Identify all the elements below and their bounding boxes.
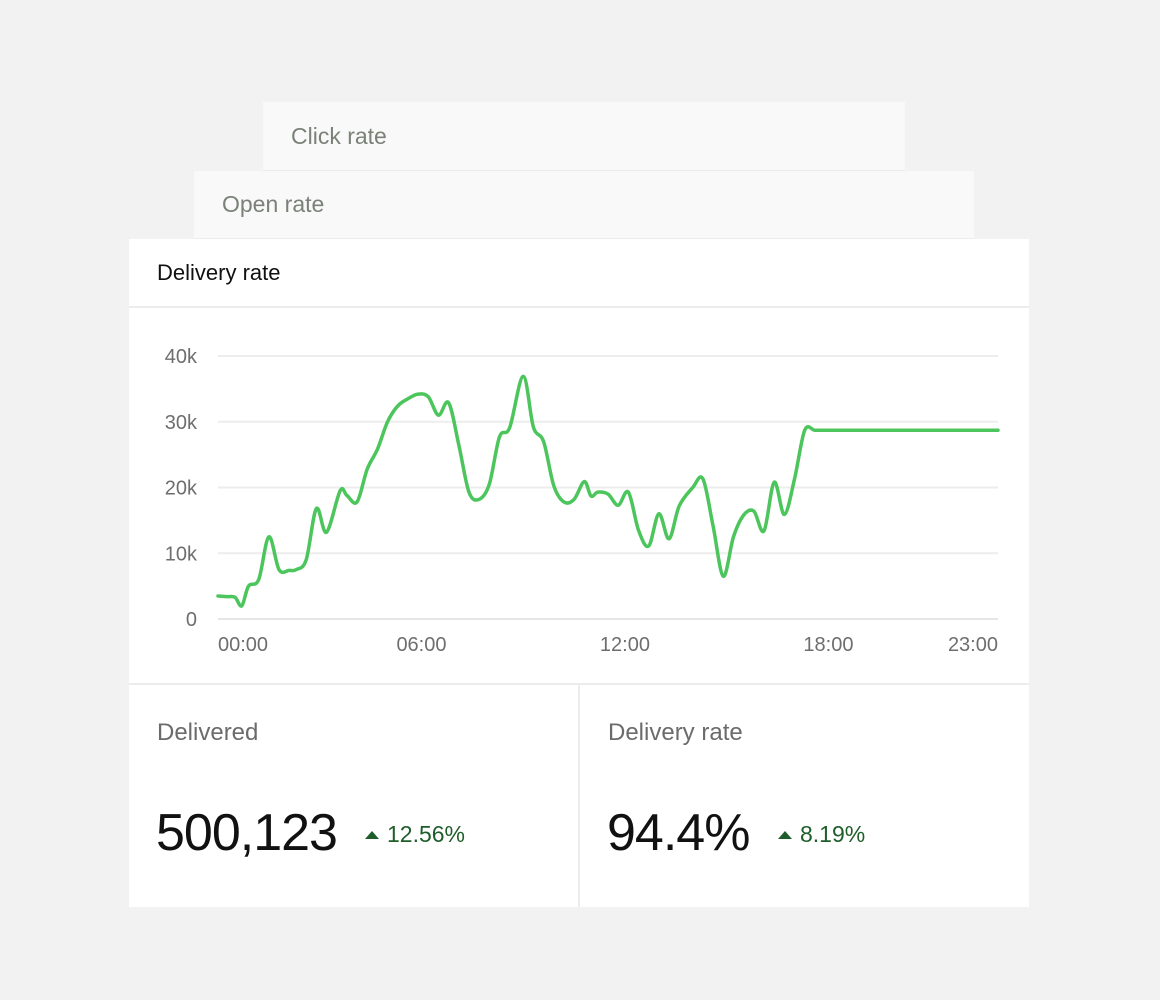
tab-click-rate-label: Click rate xyxy=(291,122,387,149)
delivery-rate-card: Delivery rate 0 10k 20k 30k 40k 00:00 06:00 12:… xyxy=(129,239,1029,907)
y-tick-label: 0 xyxy=(186,609,197,631)
stat-delivered-change: 12.56% xyxy=(365,821,465,848)
tab-click-rate[interactable]: Click rate xyxy=(263,102,905,171)
arrow-up-icon xyxy=(778,830,792,839)
stat-delivered: Delivered 500,123 12.56% xyxy=(129,685,578,907)
stat-delivered-value: 500,123 xyxy=(156,804,338,862)
stat-delivery-rate: Delivery rate 94.4% 8.19% xyxy=(578,685,1029,907)
stat-delivery-rate-change: 8.19% xyxy=(778,821,865,848)
stat-delivered-change-value: 12.56% xyxy=(387,821,466,847)
x-tick-label: 23:00 xyxy=(948,634,998,656)
y-tick-label: 30k xyxy=(165,412,198,434)
series-line xyxy=(216,374,1000,608)
y-tick-label: 10k xyxy=(165,543,198,565)
x-tick-label: 06:00 xyxy=(396,634,446,656)
y-tick-label: 20k xyxy=(165,478,198,500)
delivery-rate-chart: 0 10k 20k 30k 40k 00:00 06:00 12:00 18:00 23:00 xyxy=(165,346,1000,656)
x-tick-label: 00:00 xyxy=(218,634,268,656)
stat-delivery-rate-value: 94.4% xyxy=(607,804,750,862)
x-tick-label: 12:00 xyxy=(600,634,650,656)
stats-row: Delivered 500,123 12.56% Delivery rate 9… xyxy=(129,683,1029,907)
stat-delivery-rate-label: Delivery rate xyxy=(608,719,743,746)
arrow-up-icon xyxy=(365,830,379,839)
tab-open-rate[interactable]: Open rate xyxy=(194,171,974,239)
tab-delivery-rate[interactable]: Delivery rate xyxy=(129,239,1029,308)
x-tick-label: 18:00 xyxy=(803,634,853,656)
card-title: Delivery rate xyxy=(157,259,281,285)
y-tick-label: 40k xyxy=(165,346,198,368)
stat-delivery-rate-change-value: 8.19% xyxy=(800,821,866,847)
tab-open-rate-label: Open rate xyxy=(222,191,325,217)
stat-delivered-label: Delivered xyxy=(157,719,259,746)
